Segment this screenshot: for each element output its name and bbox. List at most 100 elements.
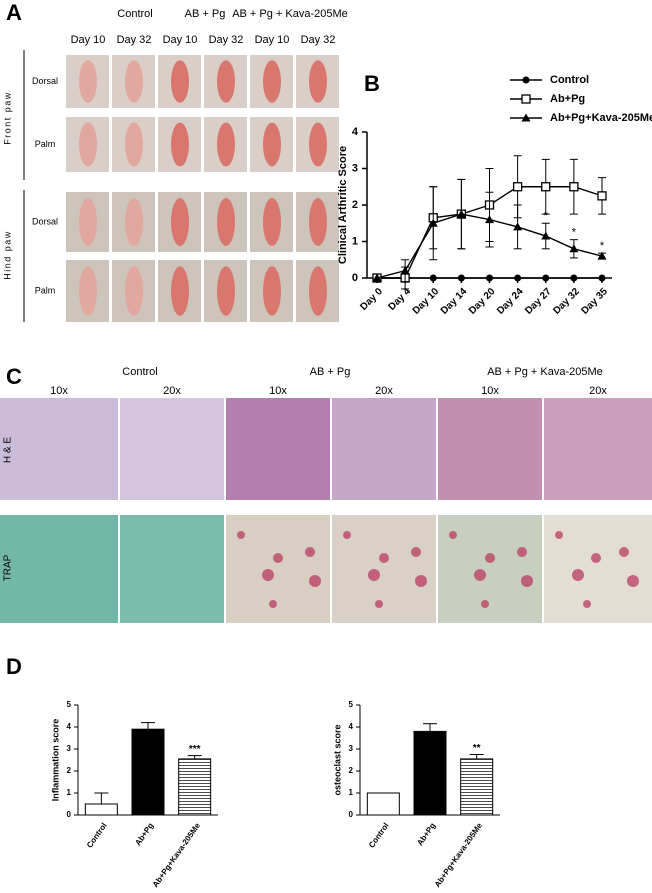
bar: [366, 792, 400, 816]
point: [513, 222, 523, 231]
x-tick-label: Control: [85, 821, 109, 849]
paw-photo: [263, 60, 281, 103]
stain-spot: [591, 553, 601, 563]
paw-photo: [309, 60, 327, 103]
histology-image: [120, 398, 224, 500]
point: [570, 274, 578, 282]
point: [429, 274, 437, 282]
paw-photo: [125, 60, 143, 103]
histology-image: [0, 515, 118, 623]
point: [541, 182, 551, 192]
view-label: Dorsal: [32, 76, 58, 86]
stain-spot: [368, 569, 380, 581]
panel-label: D: [6, 654, 22, 679]
y-tick-label: 1: [349, 788, 354, 797]
bar: [178, 758, 212, 816]
paw-photo: [309, 266, 327, 316]
stain-spot: [485, 553, 495, 563]
x-tick-label: Day 0: [358, 286, 385, 313]
stain-spot: [474, 569, 486, 581]
y-axis-label: Clinical Arthritic Score: [337, 146, 349, 264]
legend-marker: [521, 94, 531, 104]
group-header: AB + Pg: [310, 366, 351, 378]
day-label: Day 10: [163, 34, 198, 46]
group-header: Control: [117, 8, 152, 20]
y-tick-label: 3: [349, 744, 354, 753]
stain-spot: [375, 600, 383, 608]
stain-spot: [449, 531, 457, 539]
day-label: Day 32: [209, 34, 244, 46]
x-tick-label: Day 4: [386, 286, 413, 313]
paw-photo: [217, 266, 235, 316]
paw-photo: [263, 122, 281, 167]
paw-photo: [171, 198, 189, 246]
magnification: 20x: [163, 385, 181, 397]
stain-spot: [619, 547, 629, 557]
bar: [413, 730, 447, 816]
point: [512, 182, 523, 192]
y-tick-label: 5: [349, 700, 354, 709]
y-tick-label: 4: [352, 126, 359, 138]
stain-spot: [415, 575, 427, 587]
paw-photo: [79, 60, 97, 103]
x-tick-label: Day 14: [439, 286, 470, 317]
paw-photo: [217, 60, 235, 103]
region-label: Front paw: [2, 91, 12, 145]
point: [569, 182, 579, 192]
day-label: Day 32: [301, 34, 336, 46]
point: [541, 231, 551, 240]
paw-photo: [171, 60, 189, 103]
group-header: AB + Pg: [185, 8, 226, 20]
y-axis-label: osteoclast score: [332, 724, 342, 795]
group-header: AB + Pg + Kava-205Me: [232, 8, 348, 20]
paw-photo: [263, 266, 281, 316]
paw-photo: [79, 266, 97, 316]
point: [597, 251, 607, 260]
stain-spot: [343, 531, 351, 539]
stain-spot: [379, 553, 389, 563]
y-tick-label: 0: [352, 272, 358, 284]
y-tick-label: 2: [352, 199, 358, 211]
stain-label: H & E: [3, 437, 14, 463]
magnification: 10x: [269, 385, 287, 397]
significance: ***: [189, 744, 201, 755]
paw-photo: [171, 266, 189, 316]
day-label: Day 10: [71, 34, 106, 46]
point: [485, 215, 494, 224]
x-tick-label: Day 27: [523, 286, 554, 317]
stain-spot: [481, 600, 489, 608]
paw-photo: [309, 122, 327, 167]
bar: [460, 758, 494, 816]
paw-photo: [79, 122, 97, 167]
x-tick-label: Ab+Pg+Kava-205Me: [433, 821, 485, 889]
point: [597, 191, 607, 201]
y-tick-label: 1: [352, 235, 358, 247]
x-tick-label: Control: [367, 821, 391, 849]
paw-photo: [171, 122, 189, 167]
magnification: 10x: [481, 385, 499, 397]
region-label: Hind paw: [2, 230, 12, 280]
x-tick-label: Day 10: [411, 286, 442, 317]
panel-label: C: [6, 364, 22, 389]
y-tick-label: 1: [67, 788, 72, 797]
x-tick-label: Day 35: [579, 286, 610, 317]
x-tick-label: Ab+Pg+Kava-205Me: [151, 821, 203, 889]
group-header: Control: [122, 366, 157, 378]
point: [372, 273, 382, 282]
stain-spot: [572, 569, 584, 581]
stain-spot: [627, 575, 639, 587]
histology-image: [438, 398, 542, 500]
y-tick-label: 5: [67, 700, 72, 709]
x-tick-label: Day 20: [467, 286, 498, 317]
stain-spot: [237, 531, 245, 539]
legend-label: Ab+Pg: [550, 93, 585, 105]
y-tick-label: 2: [349, 766, 354, 775]
view-label: Palm: [35, 285, 56, 295]
x-tick-label: Day 24: [495, 286, 526, 317]
paw-photo: [217, 198, 235, 246]
y-tick-label: 0: [67, 810, 72, 819]
view-label: Dorsal: [32, 216, 58, 226]
significance: *: [572, 227, 577, 239]
bar: [84, 803, 118, 816]
significance: *: [600, 240, 605, 252]
